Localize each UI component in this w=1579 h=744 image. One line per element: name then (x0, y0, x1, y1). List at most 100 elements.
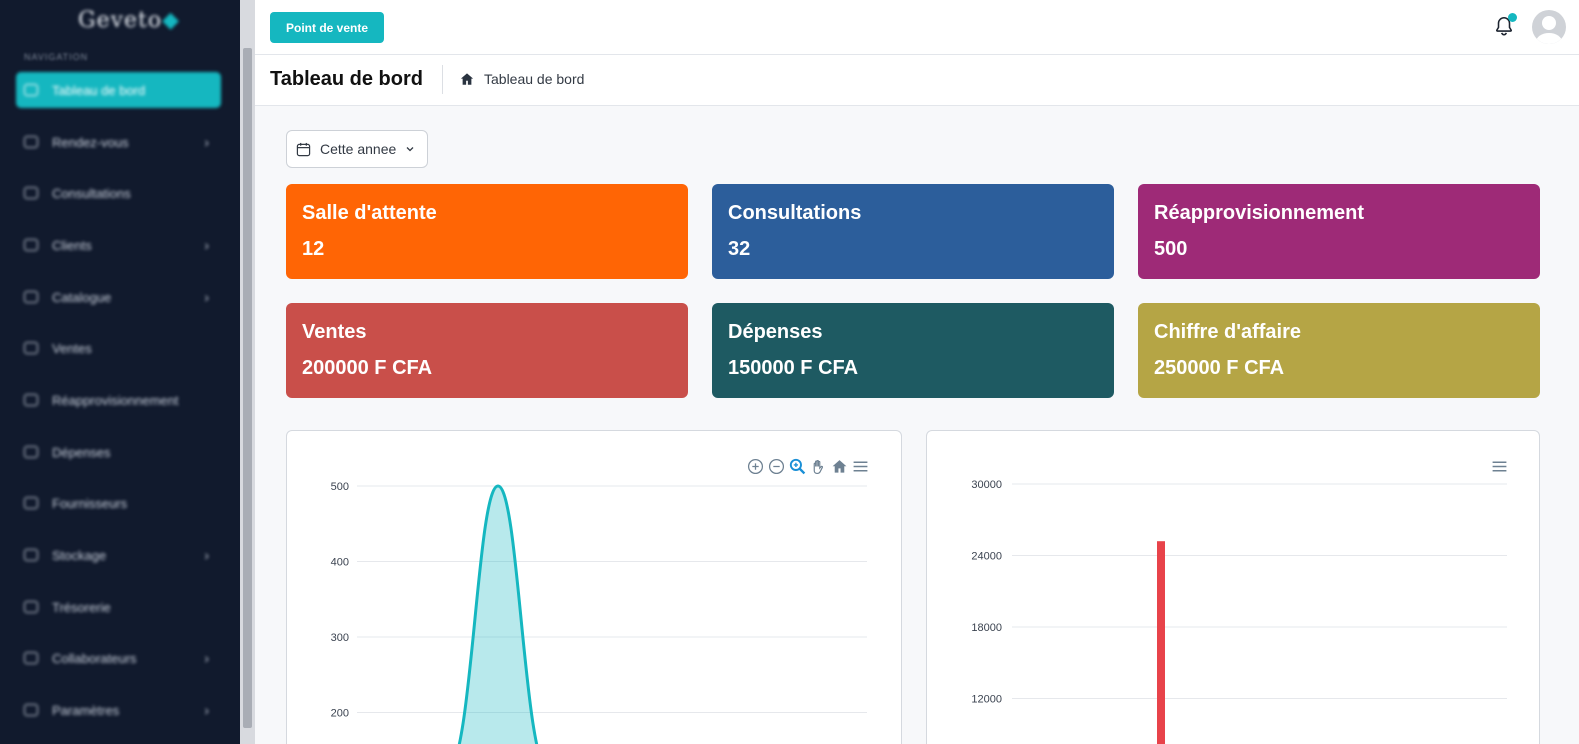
sidebar-item[interactable]: Collaborateurs › (16, 640, 221, 676)
bar-chart: 30000 24000 18000 12000 (971, 479, 1507, 744)
stat-card-title: Dépenses (728, 321, 823, 343)
sidebar-item-label: Rendez-vous (52, 134, 129, 150)
sidebar-item-label: Paramètres (52, 702, 120, 718)
stat-card[interactable]: Salle d'attente 12 (286, 184, 688, 279)
sidebar-item-icon (24, 652, 38, 664)
topbar: Point de vente (255, 0, 1579, 55)
y-tick-label: 24000 (971, 551, 1002, 563)
sidebar-item[interactable]: Dépenses (16, 434, 221, 470)
sidebar-item-label: Stockage (52, 547, 107, 563)
chart-toolbar (743, 458, 869, 475)
chevron-right-icon: › (204, 237, 209, 253)
user-avatar-icon (1536, 16, 1562, 44)
breadcrumb: Tableau de bord (460, 71, 584, 87)
stat-card-title: Consultations (728, 202, 862, 224)
chevron-right-icon: › (204, 547, 209, 563)
stat-card-value: 12 (302, 238, 325, 260)
sidebar-item-icon (24, 239, 38, 251)
chevron-right-icon: › (204, 650, 209, 666)
area-fill (459, 486, 537, 744)
sidebar-item-icon (24, 342, 38, 354)
y-tick-label: 400 (331, 557, 349, 569)
chevron-down-icon (406, 147, 414, 152)
area-chart: 500 400 300 200 (331, 481, 867, 744)
stat-card[interactable]: Chiffre d'affaire 250000 F CFA (1138, 303, 1540, 398)
sidebar-item-icon (24, 291, 38, 303)
chevron-right-icon: › (204, 134, 209, 150)
app-logo[interactable]: Geveto◆ (78, 8, 181, 33)
home-icon[interactable] (460, 72, 474, 86)
sidebar-item[interactable]: Paramètres › (16, 692, 221, 728)
notification-dot (1508, 13, 1517, 22)
breadcrumb-item[interactable]: Tableau de bord (484, 71, 585, 87)
chevron-right-icon: › (204, 702, 209, 718)
y-tick-label: 12000 (971, 694, 1002, 706)
nav-section-label: NAVIGATION (24, 52, 89, 62)
y-tick-label: 200 (331, 708, 349, 720)
sidebar-item[interactable]: Fournisseurs (16, 485, 221, 521)
stat-card-value: 250000 F CFA (1154, 357, 1285, 379)
period-filter-value: Cette annee (320, 141, 397, 157)
stat-card-value: 150000 F CFA (728, 357, 859, 379)
sidebar-item-icon (24, 704, 38, 716)
bell-icon[interactable] (1493, 14, 1515, 38)
stat-card[interactable]: Consultations 32 (712, 184, 1114, 279)
page-title: Tableau de bord (270, 68, 423, 90)
sidebar-item[interactable]: Tableau de bord (16, 72, 221, 108)
avatar[interactable] (1532, 10, 1566, 44)
bar[interactable] (1157, 541, 1165, 744)
sidebar-item[interactable]: Rendez-vous › (16, 124, 221, 160)
sidebar-item[interactable]: Consultations (16, 175, 221, 211)
point-de-vente-button[interactable]: Point de vente (270, 12, 384, 43)
period-filter-dropdown[interactable]: Cette annee (286, 130, 428, 168)
stat-card[interactable]: Dépenses 150000 F CFA (712, 303, 1114, 398)
page-header: Tableau de bord Tableau de bord (255, 55, 1579, 106)
area-line (457, 484, 539, 744)
y-tick-label: 18000 (971, 622, 1002, 634)
sidebar-item[interactable]: Ventes (16, 330, 221, 366)
sidebar-item-label: Réapprovisionnement (52, 392, 179, 408)
y-tick-label: 300 (331, 632, 349, 644)
stat-card-value: 500 (1154, 238, 1188, 260)
header-divider (442, 65, 443, 94)
sidebar-item[interactable]: Stockage › (16, 537, 221, 573)
sidebar-item-icon (24, 497, 38, 509)
zoom-in-icon[interactable] (747, 458, 764, 475)
sidebar-scroll-thumb[interactable] (243, 48, 252, 728)
zoom-out-icon[interactable] (768, 458, 785, 475)
calendar-icon (296, 142, 311, 156)
sidebar-item-label: Catalogue (52, 289, 112, 305)
sidebar-item-label: Trésorerie (52, 599, 111, 615)
reset-home-icon[interactable] (831, 458, 848, 475)
sidebar-item-icon (24, 84, 38, 96)
stat-card[interactable]: Ventes 200000 F CFA (286, 303, 688, 398)
sidebar-item[interactable]: Clients › (16, 227, 221, 263)
stat-card-title: Salle d'attente (302, 202, 437, 224)
menu-icon[interactable] (852, 458, 869, 475)
sidebar-item[interactable]: Catalogue › (16, 279, 221, 315)
selection-zoom-icon[interactable] (789, 458, 806, 475)
stat-card[interactable]: Réapprovisionnement 500 (1138, 184, 1540, 279)
sidebar-item-icon (24, 601, 38, 613)
stat-card-title: Chiffre d'affaire (1154, 321, 1302, 343)
sidebar-item-label: Tableau de bord (52, 82, 146, 98)
sidebar-item-label: Clients (52, 237, 92, 253)
sidebar: Geveto◆ NAVIGATION Tableau de bord Rendez… (0, 0, 240, 744)
sidebar-item-label: Collaborateurs (52, 650, 137, 666)
stat-card-title: Ventes (302, 321, 367, 343)
stat-card-title: Réapprovisionnement (1154, 202, 1365, 224)
sidebar-item[interactable]: Trésorerie (16, 589, 221, 625)
menu-icon[interactable] (1491, 458, 1508, 475)
pan-icon[interactable] (810, 458, 827, 475)
sidebar-item-icon (24, 136, 38, 148)
sidebar-item[interactable]: Réapprovisionnement (16, 382, 221, 418)
sidebar-item-icon (24, 394, 38, 406)
stat-card-value: 200000 F CFA (302, 357, 433, 379)
chevron-right-icon: › (204, 289, 209, 305)
sidebar-item-icon (24, 549, 38, 561)
stat-card-value: 32 (728, 238, 751, 260)
sidebar-item-icon (24, 446, 38, 458)
sidebar-item-label: Dépenses (52, 444, 111, 460)
sidebar-item-label: Fournisseurs (52, 495, 128, 511)
y-tick-label: 500 (331, 481, 349, 493)
